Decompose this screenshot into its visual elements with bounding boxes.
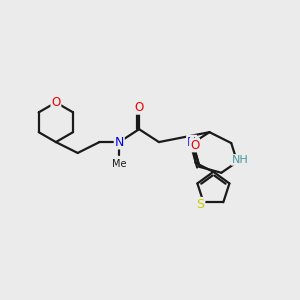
Text: Me: Me — [112, 159, 127, 169]
Text: O: O — [51, 96, 61, 109]
Text: N: N — [115, 136, 124, 148]
Text: O: O — [190, 139, 199, 152]
Text: N: N — [187, 136, 196, 148]
Text: O: O — [134, 101, 144, 114]
Text: S: S — [196, 198, 205, 211]
Text: NH: NH — [232, 155, 248, 165]
